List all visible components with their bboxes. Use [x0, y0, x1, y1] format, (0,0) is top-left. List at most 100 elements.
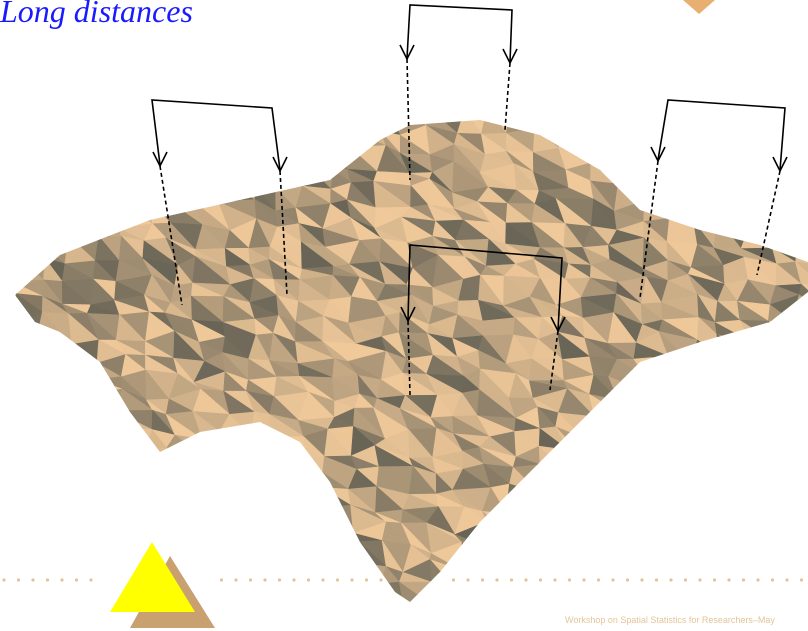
terrain-facet: [73, 159, 99, 186]
terrain-facet: [91, 540, 127, 572]
terrain-facet: [688, 129, 721, 147]
terrain-facet: [742, 391, 773, 410]
terrain-facet: [44, 425, 68, 453]
terrain-facet: [768, 393, 803, 416]
terrain-facet: [716, 120, 748, 132]
terrain-facet: [217, 486, 258, 503]
terrain-facet: [795, 203, 808, 228]
terrain-facet: [269, 584, 302, 602]
terrain-facet: [531, 541, 562, 573]
terrain-facet: [121, 470, 151, 492]
terrain-facet: [531, 533, 560, 554]
terrain-facet: [796, 566, 808, 591]
terrain-facet: [96, 388, 123, 412]
terrain-facet: [791, 160, 808, 194]
terrain-facet: [660, 160, 689, 190]
terrain-facet: [15, 541, 22, 569]
terrain-facet: [167, 173, 201, 193]
terrain-facet: [15, 505, 41, 528]
rule-dot: [60, 578, 64, 582]
terrain-facet: [21, 332, 50, 353]
terrain-facet: [668, 374, 692, 399]
terrain-facet: [323, 120, 358, 135]
terrain-facet: [166, 447, 193, 477]
terrain-facet: [619, 454, 647, 478]
terrain-facet: [44, 120, 68, 130]
terrain-facet: [615, 558, 643, 590]
rule-dot: [466, 578, 470, 582]
terrain-facet: [644, 454, 670, 477]
terrain-facet: [484, 560, 507, 592]
terrain-facet: [620, 588, 645, 602]
terrain-facet: [563, 472, 593, 496]
terrain-facet: [45, 485, 66, 505]
terrain-facet: [564, 469, 594, 497]
terrain-facet: [582, 558, 622, 590]
terrain-facet: [88, 184, 123, 207]
terrain-facet: [15, 407, 18, 430]
terrain-facet: [142, 524, 177, 549]
terrain-facet: [15, 395, 18, 420]
terrain-facet: [44, 552, 75, 568]
terrain-facet: [15, 553, 47, 569]
terrain-facet: [660, 488, 699, 507]
terrain-facet: [741, 560, 771, 583]
terrain-facet: [113, 447, 154, 470]
terrain-facet: [275, 526, 309, 544]
terrain-facet: [665, 589, 686, 602]
terrain-facet: [65, 450, 94, 467]
terrain-facet: [43, 450, 71, 479]
terrain-facet: [588, 587, 622, 602]
terrain-facet: [794, 506, 808, 532]
terrain-facet: [635, 426, 670, 450]
terrain-facet: [685, 145, 719, 168]
terrain-facet: [613, 471, 644, 495]
terrain-facet: [39, 180, 71, 211]
rule-dot: [770, 578, 775, 582]
terrain-facet: [615, 142, 645, 164]
terrain-facet: [712, 180, 742, 212]
terrain-facet: [715, 198, 751, 225]
terrain-facet: [15, 298, 20, 325]
terrain-facet: [800, 283, 808, 299]
terrain-facet: [712, 166, 752, 185]
terrain-facet: [738, 472, 775, 490]
terrain-facet: [590, 120, 619, 137]
terrain-facet: [659, 200, 694, 221]
rule-dot: [654, 578, 659, 582]
terrain-facet: [15, 456, 41, 469]
terrain-facet: [276, 506, 309, 528]
terrain-facet: [15, 567, 45, 589]
terrain-facet: [15, 259, 22, 283]
terrain-facet: [790, 414, 808, 432]
terrain-facet: [15, 376, 45, 391]
terrain-facet: [788, 544, 808, 572]
terrain-facet: [39, 521, 67, 554]
terrain-facet: [68, 374, 98, 393]
terrain-surface: [15, 120, 808, 602]
terrain-facet: [113, 192, 149, 207]
terrain-facet: [37, 332, 70, 359]
terrain-facet: [65, 223, 100, 237]
terrain-facet: [736, 425, 770, 450]
terrain-facet: [190, 130, 226, 147]
terrain-facet: [39, 159, 76, 188]
terrain-facet: [65, 525, 93, 547]
terrain-facet: [538, 559, 562, 593]
terrain-facet: [686, 128, 719, 149]
terrain-facet: [145, 449, 167, 476]
terrain-facet: [15, 392, 49, 420]
terrain-facet: [764, 506, 796, 528]
rule-dot: [538, 578, 543, 582]
terrain-facet: [191, 465, 219, 496]
terrain-facet: [614, 120, 643, 135]
terrain-facet: [115, 172, 151, 191]
terrain-facet: [769, 581, 797, 602]
terrain-facet: [666, 488, 699, 507]
terrain-facet: [740, 184, 769, 208]
terrain-facet: [322, 550, 359, 570]
terrain-facet: [480, 120, 507, 135]
terrain-facet: [482, 511, 506, 531]
terrain-facet: [719, 350, 747, 374]
